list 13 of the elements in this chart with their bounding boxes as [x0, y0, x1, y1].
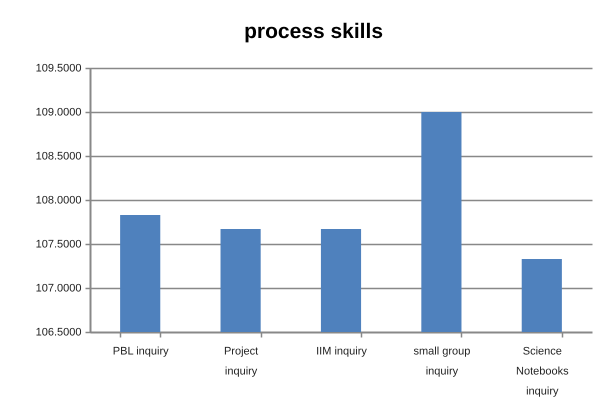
chart-title: process skills — [244, 20, 384, 43]
y-tick-label: 108.0000 — [36, 194, 82, 206]
x-tick-label: IIM inquiry — [316, 346, 368, 358]
y-tick-label: 108.5000 — [36, 150, 82, 162]
y-tick-label: 107.0000 — [36, 282, 82, 294]
x-tick-label: Science Notebooks inquiry — [516, 346, 570, 398]
y-tick-label: 109.0000 — [36, 106, 82, 118]
y-tick-label: 109.5000 — [36, 62, 82, 74]
x-tick-label: PBL inquiry — [112, 346, 170, 358]
y-tick-label: 106.5000 — [36, 326, 82, 338]
x-tick-label: Project inquiry — [224, 346, 258, 378]
y-tick-label: 107.5000 — [36, 238, 82, 250]
x-tick-label: small group inquiry — [413, 346, 470, 378]
